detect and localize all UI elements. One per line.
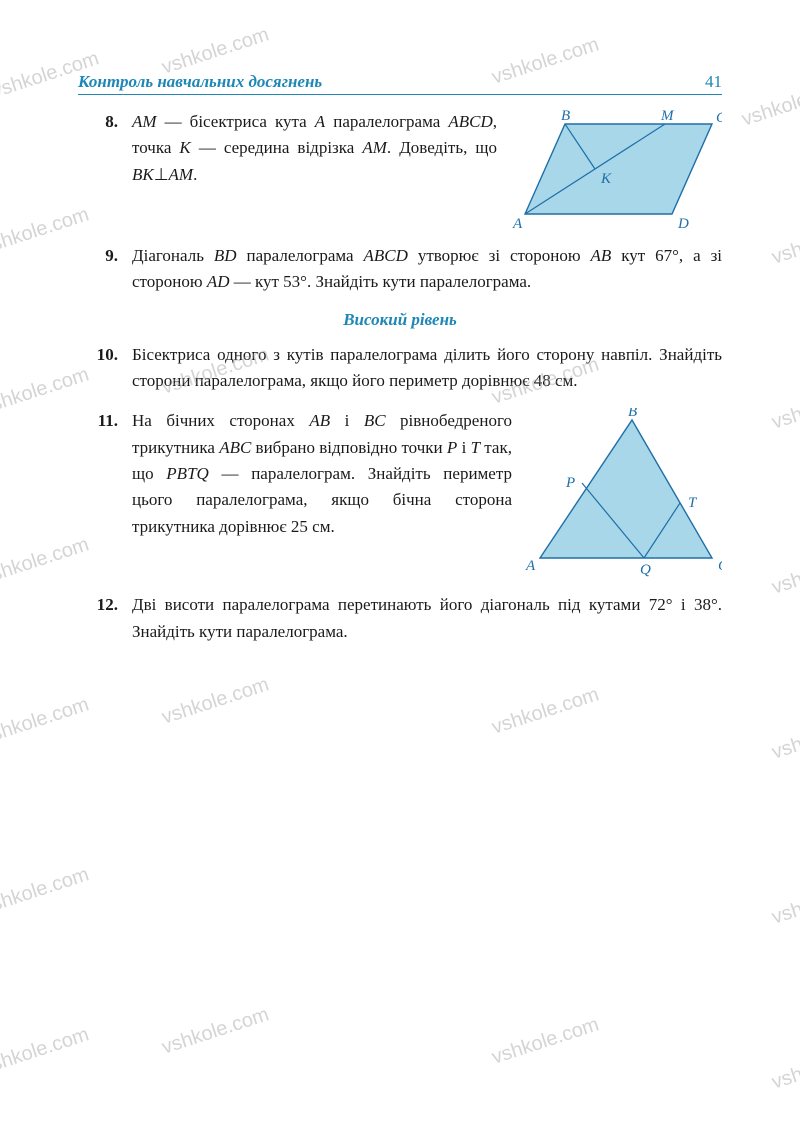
problem-text: На бічних сторонах AB і BC рівнобедреног… (132, 408, 512, 540)
problem-number: 11. (78, 408, 132, 434)
problem-number: 9. (78, 243, 132, 269)
problem-text: Дві висоти паралелограма перетинають йог… (132, 592, 722, 645)
svg-text:A: A (525, 558, 536, 574)
svg-text:A: A (512, 216, 523, 229)
svg-text:D: D (677, 216, 689, 229)
svg-text:C: C (718, 558, 722, 574)
problem-9: 9. Діагональ BD паралелограма ABCD утвор… (78, 243, 722, 296)
page-number: 41 (705, 72, 722, 92)
page: Контроль навчальних досягнень 41 8. AM —… (0, 0, 800, 1139)
svg-text:Q: Q (640, 562, 651, 578)
svg-text:P: P (565, 475, 575, 491)
problem-number: 12. (78, 592, 132, 618)
problem-number: 10. (78, 342, 132, 368)
problem-8: 8. AM — бісектриса кута A паралелограма … (78, 109, 722, 229)
problem-text: Бісектриса одного з кутів паралелограма … (132, 342, 722, 395)
page-header: Контроль навчальних досягнень 41 (78, 72, 722, 95)
problem-12: 12. Дві висоти паралелограма перетинають… (78, 592, 722, 645)
section-title: Високий рівень (78, 310, 722, 330)
svg-text:B: B (561, 109, 570, 124)
svg-text:K: K (600, 171, 612, 187)
problem-number: 8. (78, 109, 132, 135)
svg-text:B: B (628, 408, 637, 420)
svg-text:T: T (688, 495, 698, 511)
header-title: Контроль навчальних досягнень (78, 72, 322, 92)
problem-text: Діагональ BD паралелограма ABCD утворює … (132, 243, 722, 296)
svg-text:C: C (716, 110, 722, 126)
problem-11: 11. На бічних сторонах AB і BC рівнобедр… (78, 408, 722, 578)
svg-text:M: M (660, 109, 675, 124)
problem-10: 10. Бісектриса одного з кутів паралелогр… (78, 342, 722, 395)
problem-text: AM — бісектриса кута A паралелограма ABC… (132, 109, 497, 188)
figure-parallelogram: A B C D M K (507, 109, 722, 229)
figure-triangle: A B C P T Q (522, 408, 722, 578)
